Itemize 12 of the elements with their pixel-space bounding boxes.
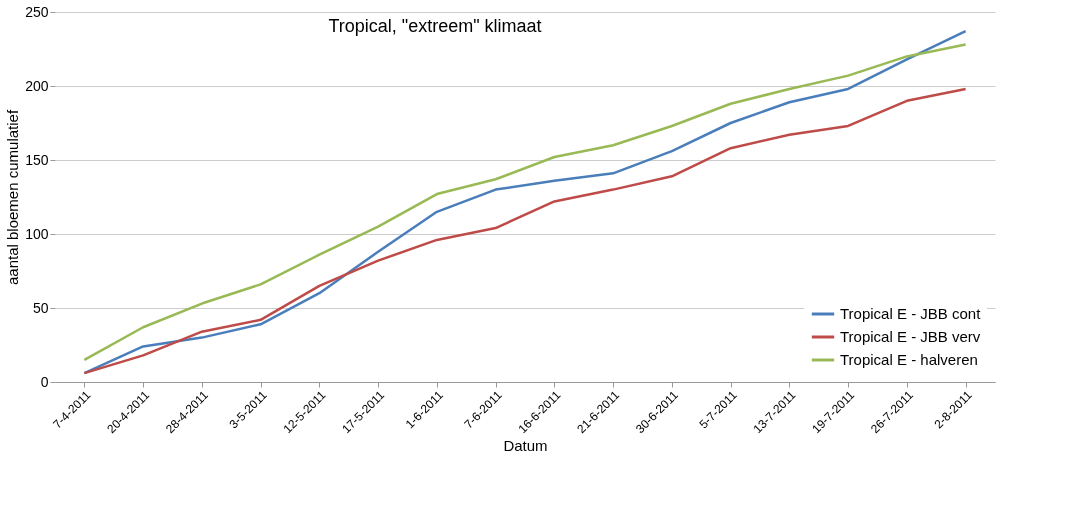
y-tick-label: 150 — [25, 151, 49, 168]
y-tick-label: 250 — [25, 3, 49, 20]
y-axis-title: aantal bloemen cumulatief — [4, 109, 22, 286]
legend-label: Tropical E - JBB verv — [840, 328, 981, 345]
legend-label: Tropical E - halveren — [840, 351, 978, 368]
y-tick-label: 50 — [32, 299, 49, 316]
y-tick-label: 200 — [25, 77, 49, 94]
legend-label: Tropical E - JBB cont — [840, 305, 982, 322]
y-tick-label: 0 — [40, 373, 49, 390]
y-tick-label: 100 — [25, 225, 49, 242]
chart-title: Tropical, "extreem" klimaat — [328, 16, 542, 36]
x-axis-title: Datum — [503, 437, 548, 455]
